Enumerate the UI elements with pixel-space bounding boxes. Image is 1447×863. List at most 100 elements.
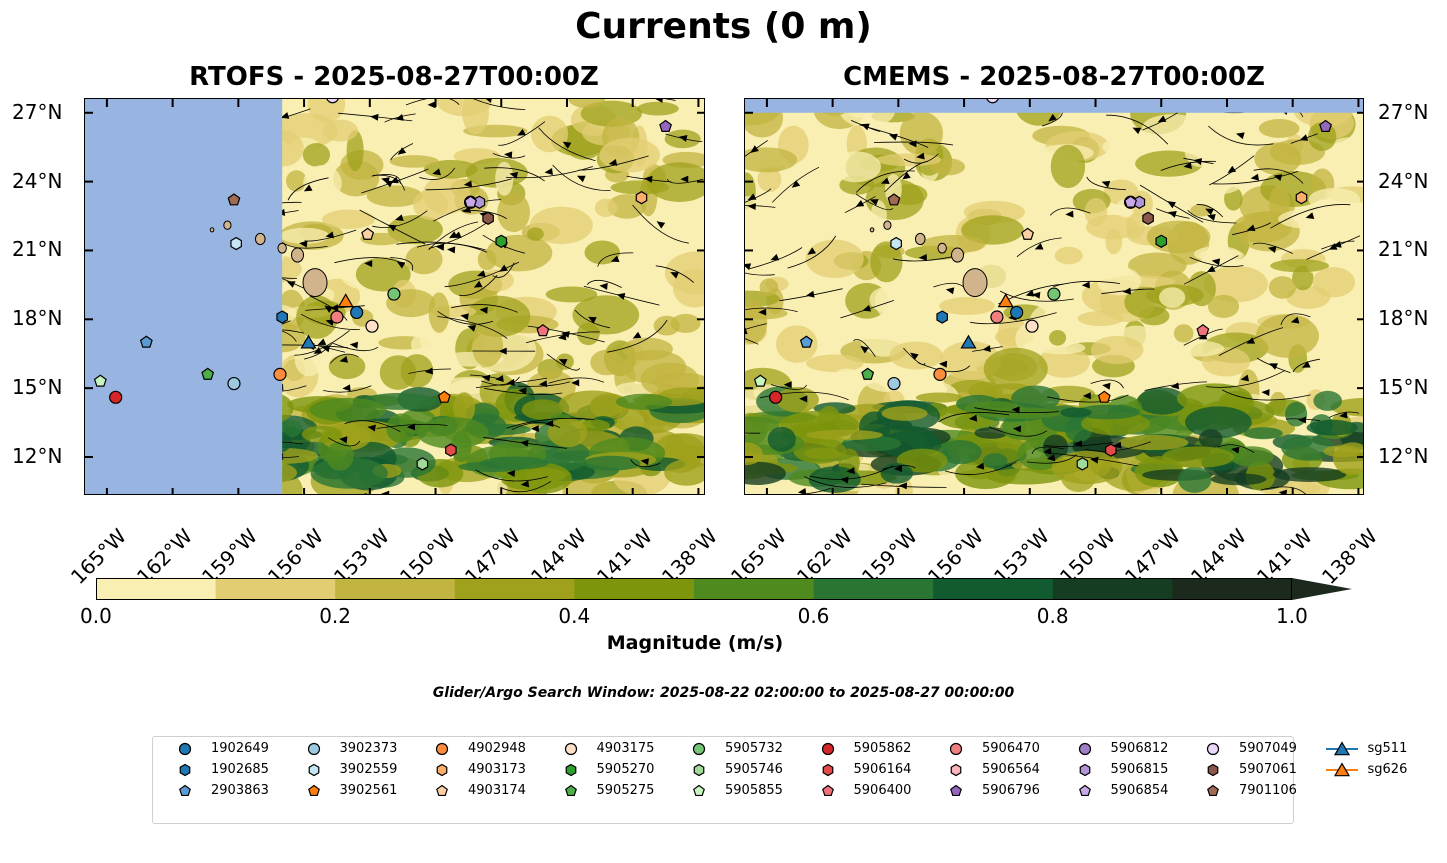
rtofs-speed-patch <box>646 162 704 202</box>
cmems-marker-4903175 <box>1025 319 1039 333</box>
cmems-speed-patch <box>1198 248 1244 262</box>
rtofs-streamline-arrow <box>504 151 513 159</box>
cmems-streamline <box>1232 222 1272 236</box>
rtofs-streamline-arrow <box>463 180 473 188</box>
cmems-streamline-arrow <box>968 414 978 422</box>
rtofs-streamline-arrow <box>588 316 597 324</box>
cmems-streamline-arrow <box>745 327 748 335</box>
rtofs-streamline-arrow <box>599 282 608 290</box>
rtofs-streamline <box>473 99 526 110</box>
rtofs-streamline-arrow <box>538 380 548 388</box>
legend-label: 5905275 <box>596 783 655 798</box>
rtofs-frame-ticks <box>85 99 704 494</box>
cmems-island <box>883 220 892 230</box>
rtofs-marker-4903174 <box>361 227 375 240</box>
rtofs-streamline <box>597 252 634 267</box>
cmems-speed-patch <box>1029 302 1078 345</box>
cmems-streamline-arrow <box>1090 456 1099 464</box>
rtofs-speed-patch <box>309 397 387 422</box>
rtofs-marker-5905275 <box>201 367 215 380</box>
rtofs-streamline-arrow <box>324 305 333 313</box>
cmems-marker-sg511 <box>960 334 977 349</box>
cmems-speed-patch <box>1308 187 1360 212</box>
cmems-speed-patch <box>921 235 985 254</box>
legend-marker <box>307 742 320 756</box>
cmems-streamline <box>745 432 761 434</box>
rtofs-speed-patch <box>531 115 569 153</box>
legend-marker <box>564 784 577 797</box>
rtofs-streamline-arrow <box>407 423 416 431</box>
legend-label: 5906470 <box>982 741 1040 756</box>
cmems-marker-2903863 <box>799 335 813 348</box>
rtofs-streamline-arrow <box>280 112 290 119</box>
rtofs-streamline-arrow <box>506 378 515 386</box>
cmems-streamline-arrow <box>1235 132 1245 140</box>
cmems-streamline <box>974 407 1059 414</box>
legend-symbol-5905855 <box>693 784 705 797</box>
cmems-marker-3902373 <box>887 376 901 391</box>
cmems-island <box>951 247 965 263</box>
rtofs-marker-4903173 <box>635 190 648 205</box>
cmems-speed-patch <box>1258 119 1300 138</box>
cmems-island <box>869 227 875 233</box>
cmems-streamline-arrow <box>1170 382 1180 390</box>
cmems-streamline-arrow <box>840 476 849 484</box>
cmems-speed-patch <box>1010 245 1059 281</box>
rtofs-streamline <box>419 167 456 180</box>
cmems-island <box>962 268 988 298</box>
rtofs-speed-patch <box>400 354 434 388</box>
cmems-streamline-arrow <box>860 345 869 354</box>
legend-label: 5905855 <box>725 783 783 798</box>
cmems-streamline-arrow <box>1211 258 1221 266</box>
cmems-streamline <box>748 247 803 270</box>
rtofs-streamline-arrow <box>447 246 456 254</box>
cmems-streamline-arrow <box>1273 174 1283 182</box>
cmems-streamline-arrow <box>1012 425 1022 433</box>
rtofs-streamline-arrow <box>506 470 516 478</box>
latitude-label: 21°N <box>12 237 63 262</box>
rtofs-marker-5906164 <box>445 443 457 457</box>
rtofs-marker-5905855 <box>93 374 107 387</box>
cmems-streamline-arrow <box>1157 115 1167 123</box>
legend-symbol-5907049 <box>1206 742 1220 756</box>
rtofs-streamlines <box>214 99 704 494</box>
legend-marker <box>693 784 705 797</box>
rtofs-streamline-arrow <box>520 480 530 488</box>
rtofs-speed-patch <box>653 315 680 336</box>
cmems-streamline-arrow <box>880 177 890 185</box>
legend-label: 5905862 <box>853 741 912 756</box>
cmems-streamline <box>787 235 837 269</box>
cmems-streamline-arrow <box>1301 361 1311 368</box>
rtofs-marker-5905270 <box>495 234 508 248</box>
legend-marker <box>435 742 449 756</box>
cmems-speed-patch <box>1173 340 1225 357</box>
rtofs-speed-patch <box>302 143 331 167</box>
cmems-streamline-arrow <box>1290 316 1300 324</box>
legend-symbol-5905275 <box>564 784 577 797</box>
cmems-streamline <box>1053 280 1121 288</box>
rtofs-speed-patch <box>479 269 514 292</box>
cmems-streamline <box>1218 327 1284 356</box>
cmems-marker-5905746 <box>1076 457 1089 471</box>
rtofs-streamline-arrow <box>303 184 313 192</box>
legend-symbol-5906564 <box>950 763 962 777</box>
cmems-speed-patch <box>1313 390 1342 411</box>
cmems-speed-patch <box>896 448 948 473</box>
legend-label: 5906564 <box>982 762 1040 777</box>
legend-marker <box>950 784 962 797</box>
rtofs-streamline <box>492 262 515 278</box>
legend-symbol-5906400 <box>821 784 834 797</box>
legend-marker <box>565 763 576 777</box>
rtofs-streamline <box>506 417 594 429</box>
latitude-label: 15°N <box>1378 375 1429 400</box>
rtofs-streamline <box>437 310 494 325</box>
cmems-marker-5906796 <box>1319 119 1332 132</box>
cmems-streamline <box>1212 171 1299 185</box>
cmems-speed-patch <box>1102 138 1134 156</box>
legend-marker <box>564 742 577 756</box>
colorbar-swatch <box>694 578 815 600</box>
cmems-speed-patch <box>745 416 780 434</box>
cmems-streamline <box>944 461 1017 475</box>
legend-marker <box>179 784 191 797</box>
rtofs-streamline <box>484 387 563 395</box>
